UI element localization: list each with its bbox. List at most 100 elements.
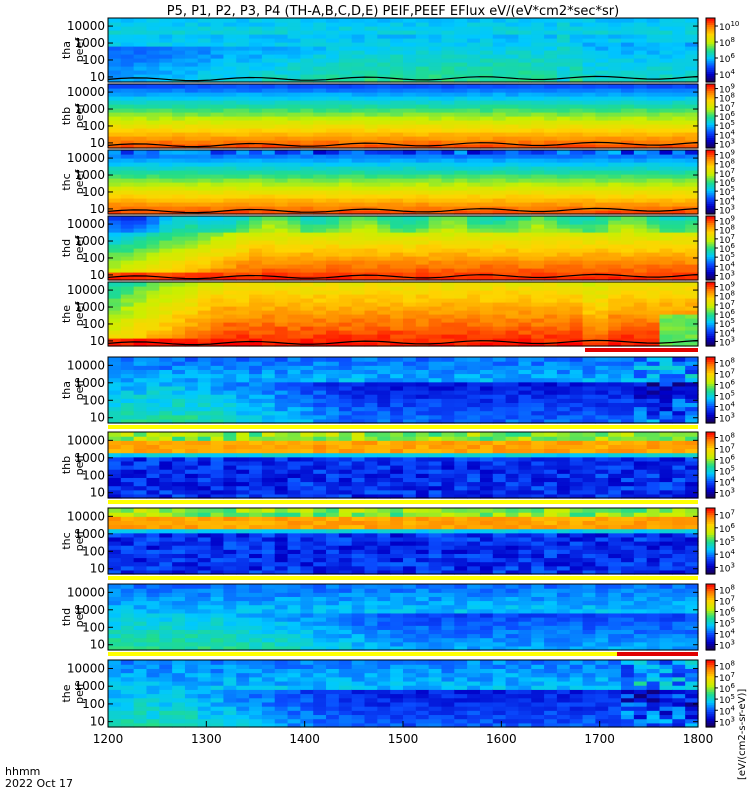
spectrogram-cell: [505, 166, 520, 171]
spectrogram-cell: [313, 330, 327, 335]
spectrogram-cell: [274, 108, 289, 113]
panel-label-probe: thb: [60, 107, 73, 125]
spectrogram-cell: [223, 58, 237, 63]
spectrogram-cell: [184, 436, 199, 441]
spectrogram-cell: [569, 84, 584, 89]
spectrogram-cell: [659, 78, 673, 83]
spectrogram-cell: [633, 406, 648, 412]
panel-frame: [107, 215, 699, 281]
spectrogram-cell: [261, 92, 276, 97]
spectrogram-cell: [287, 244, 301, 249]
spectrogram-cell: [377, 236, 391, 241]
panel-label-quantity: peef: [73, 169, 86, 195]
spectrogram-cell: [172, 26, 186, 31]
spectrogram-cell: [338, 190, 353, 195]
spectrogram-cell: [223, 170, 237, 175]
spectrogram-cell: [120, 365, 135, 370]
spectrogram-cell: [210, 310, 225, 315]
spectrogram-cell: [313, 96, 327, 101]
spectrogram-cell: [659, 418, 673, 424]
spectrogram-cell: [197, 369, 212, 375]
spectrogram-cell: [313, 290, 327, 295]
spectrogram-cell: [492, 410, 507, 416]
spectrogram-cell: [236, 220, 250, 225]
spectrogram-cell: [415, 70, 430, 75]
spectrogram-cell: [454, 144, 468, 149]
spectrogram-cell: [659, 112, 673, 117]
spectrogram-cell: [146, 132, 160, 137]
spectrogram-cell: [415, 136, 430, 141]
spectrogram-cell: [659, 369, 673, 375]
spectrogram-cell: [120, 236, 135, 241]
spectrogram-cell: [505, 236, 520, 241]
colorbar-step: [706, 84, 715, 87]
spectrogram-cell: [351, 26, 366, 31]
spectrogram-cell: [159, 314, 173, 319]
spectrogram-cell: [261, 186, 276, 191]
spectrogram-cell: [197, 228, 212, 233]
spectrogram-cell: [492, 104, 507, 109]
spectrogram-cell: [108, 394, 122, 399]
spectrogram-cell: [210, 154, 225, 159]
spectrogram-cell: [633, 78, 648, 83]
spectrogram-cell: [505, 252, 520, 257]
colorbar-step: [706, 139, 715, 143]
spectrogram-cell: [403, 228, 417, 233]
spectrogram-cell: [287, 112, 301, 117]
spectrogram-cell: [300, 338, 314, 343]
spectrogram-cell: [415, 190, 430, 195]
colorbar-step: [706, 260, 715, 264]
spectrogram-cell: [210, 120, 225, 125]
spectrogram-cell: [249, 88, 263, 93]
colorbar-step: [706, 307, 715, 311]
spectrogram-cell: [146, 50, 160, 55]
spectrogram-cell: [505, 240, 520, 245]
spectrogram-cell: [428, 338, 443, 343]
spectrogram-cell: [569, 302, 584, 307]
spectrogram-cell: [300, 357, 314, 362]
spectrogram-cell: [415, 361, 430, 366]
spectrogram-cell: [197, 104, 212, 109]
spectrogram-cell: [672, 132, 686, 137]
spectrogram-cell: [223, 216, 237, 221]
spectrogram-cell: [467, 410, 481, 416]
spectrogram-cell: [544, 236, 558, 241]
spectrogram-cell: [428, 26, 443, 31]
spectrogram-cell: [236, 78, 250, 83]
spectrogram-cell: [672, 136, 686, 141]
spectrogram-cell: [467, 318, 481, 323]
spectrogram-cell: [479, 268, 494, 273]
spectrogram-cell: [505, 34, 520, 39]
spectrogram-cell: [338, 34, 353, 39]
spectrogram-cell: [146, 334, 160, 339]
spectrogram-cell: [377, 390, 391, 395]
colorbar-step: [706, 218, 715, 221]
spectrogram-cell: [338, 406, 353, 412]
spectrogram-cell: [428, 136, 443, 141]
spectrogram-cell: [505, 150, 520, 155]
spectrogram-cell: [544, 166, 558, 171]
spectrogram-cell: [236, 62, 250, 67]
spectrogram-cell: [518, 369, 532, 375]
spectrogram-cell: [236, 88, 250, 93]
spectrogram-cell: [454, 124, 468, 129]
spectrogram-cell: [326, 58, 340, 63]
spectrogram-cell: [146, 182, 160, 187]
panel-label-probe: thc: [60, 173, 73, 190]
spectrogram-cell: [569, 166, 584, 171]
spectrogram-cell: [133, 361, 148, 366]
spectrogram-cell: [672, 282, 686, 287]
spectrogram-cell: [467, 244, 481, 249]
spectrogram-cell: [236, 493, 250, 499]
colorbar-step: [706, 335, 715, 339]
spectrogram-cell: [249, 256, 263, 261]
spectrogram-cell: [454, 260, 468, 265]
spectrogram-cell: [364, 394, 378, 399]
spectrogram-cell: [197, 220, 212, 225]
spectrogram-cell: [108, 166, 122, 171]
spectrogram-cell: [608, 402, 622, 408]
spectrogram-cell: [659, 298, 673, 303]
spectrogram-cell: [172, 473, 186, 478]
spectrogram-cell: [197, 54, 212, 59]
